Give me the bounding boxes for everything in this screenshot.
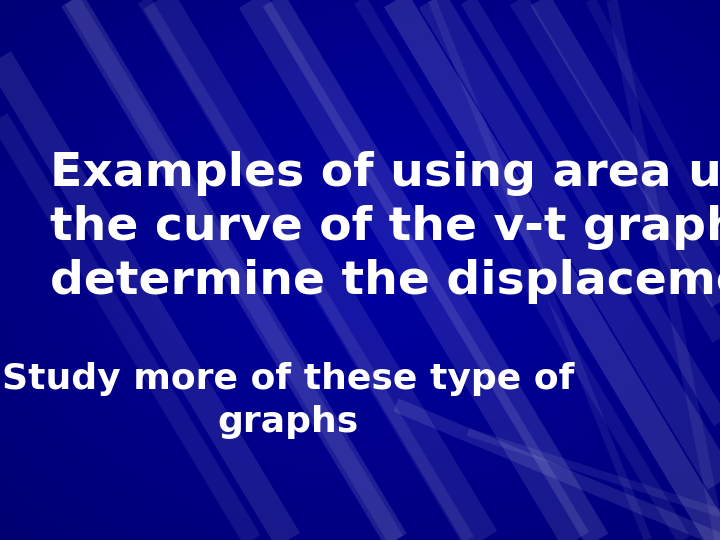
Text: Study more of these type of
graphs: Study more of these type of graphs [2,362,574,439]
Text: Examples of using area under
the curve of the v-t graph to
determine the displac: Examples of using area under the curve o… [50,151,720,303]
